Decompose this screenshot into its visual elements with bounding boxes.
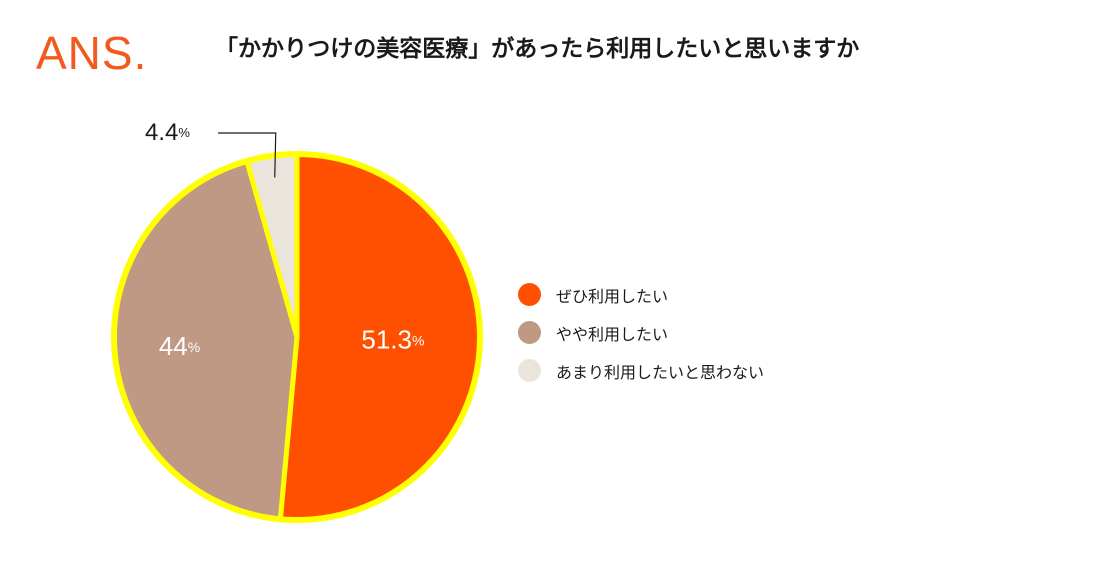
legend-item: あまり利用したいと思わない [518,359,764,382]
ans-logo: ANS. [36,27,148,79]
leader-line [218,132,277,178]
legend-swatch [518,359,541,382]
chart-title: 「かかりつけの美容医療」があったら利用したいと思いますか [215,36,860,62]
legend-label: やや利用したい [556,324,669,344]
legend-item: やや利用したい [518,321,764,344]
legend-label: あまり利用したいと思わない [556,362,765,382]
legend: ぜひ利用したい やや利用したい あまり利用したいと思わない [518,283,764,397]
legend-item: ぜひ利用したい [518,283,764,306]
data-label: 44% [159,331,200,361]
data-label: 51.3% [361,324,424,354]
legend-swatch [518,321,541,344]
pie-outline [111,151,483,523]
data-label: 4.4% [145,119,190,146]
legend-label: ぜひ利用したい [556,286,669,306]
legend-swatch [518,283,541,306]
